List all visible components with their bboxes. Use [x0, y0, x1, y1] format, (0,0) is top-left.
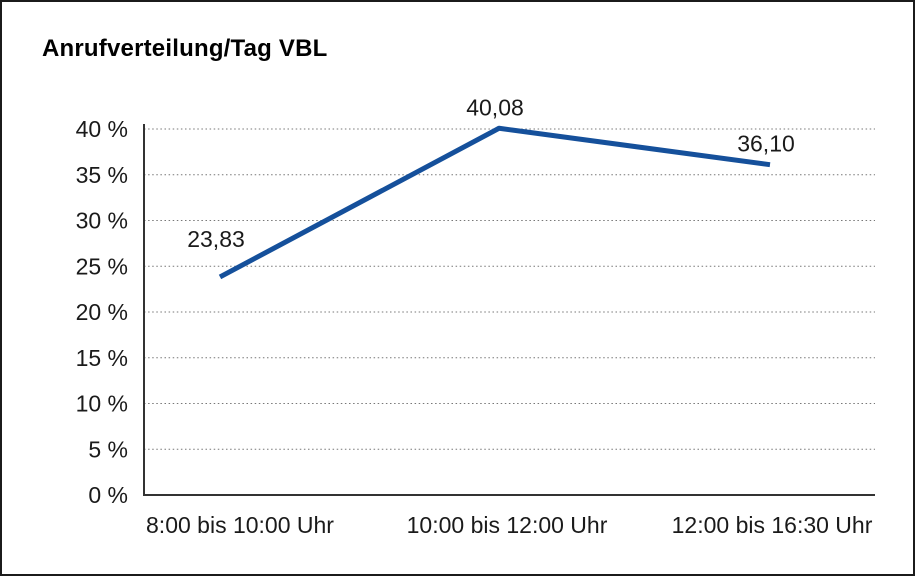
x-tick-label: 8:00 bis 10:00 Uhr: [146, 512, 334, 538]
y-tick-label: 15 %: [76, 345, 128, 371]
y-tick-label: 20 %: [76, 299, 128, 325]
data-label: 36,10: [737, 131, 795, 157]
series-line: [218, 125, 771, 280]
y-tick-label: 35 %: [76, 162, 128, 188]
y-tick-label: 40 %: [76, 116, 128, 142]
y-tick-label: 25 %: [76, 253, 128, 279]
y-tick-label: 0 %: [88, 482, 128, 508]
y-tick-label: 5 %: [88, 436, 128, 462]
data-label: 23,83: [187, 226, 245, 252]
x-tick-label: 12:00 bis 16:30 Uhr: [672, 512, 873, 538]
chart-title: Anrufverteilung/Tag VBL: [42, 35, 328, 62]
y-tick-label: 10 %: [76, 391, 128, 417]
y-tick-label: 30 %: [76, 208, 128, 234]
data-label: 40,08: [466, 94, 524, 120]
x-tick-label: 10:00 bis 12:00 Uhr: [407, 512, 608, 538]
